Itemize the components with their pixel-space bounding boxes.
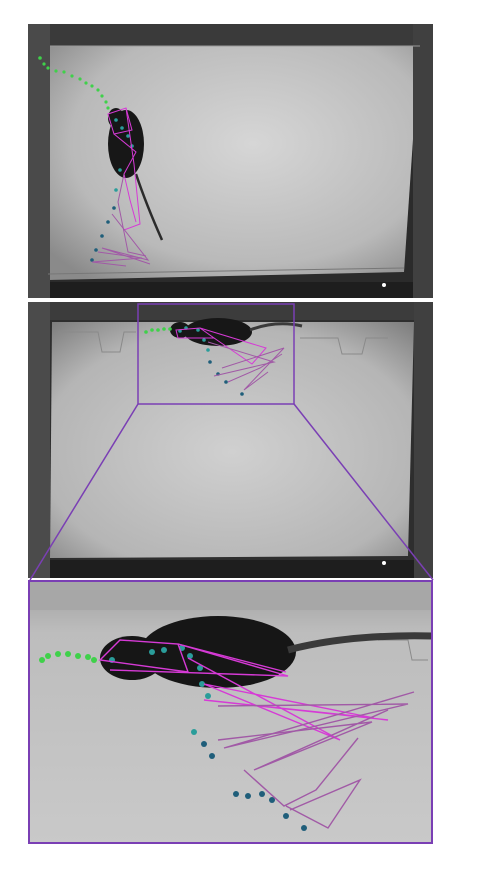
top-frame-image — [28, 24, 433, 298]
zoomed-inset-frame — [28, 580, 433, 844]
top-overview-frame — [28, 24, 433, 298]
middle-frame-image — [28, 302, 433, 578]
zoomed-inset-image — [28, 580, 433, 844]
middle-overview-frame — [28, 302, 433, 578]
